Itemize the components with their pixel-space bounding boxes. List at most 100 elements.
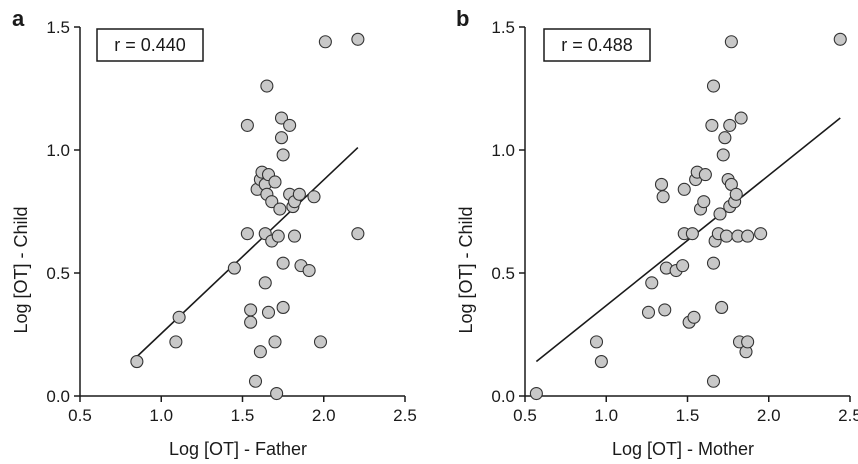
x-tick-label: 2.5	[393, 406, 417, 425]
panel-b: b Log [OT] - Child Log [OT] - Mother r =…	[456, 6, 858, 459]
data-point	[351, 227, 365, 241]
x-tick-label: 1.0	[594, 406, 618, 425]
axes: 0.5 1.0 1.5 2.0 2.50.00.51.01.5	[46, 18, 416, 425]
data-point	[268, 175, 282, 189]
correlation-label: r = 0.488	[561, 35, 633, 55]
data-point	[240, 118, 254, 132]
data-point	[268, 335, 282, 349]
data-point	[244, 315, 258, 329]
x-tick-label: 0.5	[513, 406, 537, 425]
data-point	[723, 118, 737, 132]
y-tick-label: 1.0	[491, 141, 515, 160]
data-point	[227, 261, 241, 275]
data-point	[276, 300, 290, 314]
regression-line	[535, 117, 841, 363]
data-point	[283, 118, 297, 132]
data-point	[654, 177, 669, 191]
data-point	[274, 131, 289, 145]
data-point	[833, 32, 847, 46]
data-point	[271, 229, 285, 243]
x-tick-label: 1.5	[231, 406, 255, 425]
data-point	[706, 256, 721, 270]
data-point	[270, 386, 284, 401]
panel-letter: a	[12, 6, 25, 31]
data-point	[302, 263, 316, 278]
data-point	[244, 303, 258, 317]
y-axis-title: Log [OT] - Child	[456, 206, 476, 333]
data-points	[130, 32, 365, 401]
correlation-label: r = 0.440	[114, 35, 186, 55]
data-point	[276, 256, 290, 270]
data-point	[276, 148, 290, 162]
data-point	[677, 182, 691, 196]
data-point	[274, 111, 289, 125]
x-tick-label: 1.0	[149, 406, 173, 425]
data-point	[719, 229, 734, 243]
data-point	[260, 79, 274, 93]
y-tick-label: 1.5	[46, 18, 70, 37]
x-tick-label: 1.5	[676, 406, 700, 425]
correlation-box	[96, 28, 204, 62]
y-tick-label: 1.0	[46, 141, 70, 160]
data-point	[715, 300, 729, 314]
data-point	[313, 335, 328, 349]
data-point	[287, 229, 302, 243]
data-point	[261, 305, 276, 319]
data-points	[529, 32, 847, 401]
data-point	[713, 207, 727, 221]
regression-line	[136, 146, 359, 358]
x-axis-title: Log [OT] - Mother	[612, 439, 754, 459]
data-point	[589, 335, 604, 349]
data-point	[698, 168, 712, 182]
data-point	[130, 355, 144, 369]
x-tick-label: 2.5	[838, 406, 858, 425]
x-axis-title: Log [OT] - Father	[169, 439, 307, 459]
data-point	[169, 335, 183, 349]
x-tick-label: 2.0	[312, 406, 336, 425]
data-point	[697, 195, 711, 209]
panel-a: a Log [OT] - Child Log [OT] - Father r =…	[11, 6, 417, 459]
axes: 0.5 1.0 1.5 2.0 2.50.00.51.01.5	[491, 18, 858, 425]
data-point	[351, 32, 365, 46]
y-tick-label: 1.5	[491, 18, 515, 37]
correlation-box	[543, 28, 651, 62]
y-tick-label: 0.5	[491, 264, 515, 283]
data-point	[687, 310, 701, 324]
data-point	[729, 187, 743, 201]
data-point	[273, 202, 287, 216]
data-point	[307, 190, 321, 204]
data-point	[253, 345, 267, 359]
data-point	[734, 111, 748, 125]
data-point	[741, 229, 755, 243]
data-point	[240, 227, 254, 241]
data-point	[718, 131, 732, 145]
data-point	[676, 259, 690, 273]
data-point	[658, 303, 672, 317]
y-axis-title: Log [OT] - Child	[11, 206, 31, 333]
panel-letter: b	[456, 6, 469, 31]
data-point	[265, 195, 279, 209]
x-tick-label: 2.0	[757, 406, 781, 425]
data-point	[292, 187, 306, 201]
data-point	[248, 374, 263, 388]
data-point	[716, 148, 730, 162]
data-point	[706, 374, 721, 388]
y-tick-label: 0.0	[46, 387, 70, 406]
data-point	[724, 35, 738, 49]
data-point	[741, 335, 755, 349]
data-point	[645, 276, 659, 290]
data-point	[705, 118, 719, 132]
data-point	[754, 227, 768, 241]
data-point	[685, 227, 699, 241]
data-point	[641, 305, 656, 319]
x-tick-label: 0.5	[68, 406, 92, 425]
data-point	[258, 276, 272, 290]
y-tick-label: 0.5	[46, 264, 70, 283]
data-point	[172, 310, 186, 324]
data-point	[529, 386, 543, 401]
data-point	[706, 79, 721, 93]
data-point	[318, 35, 332, 49]
data-point	[656, 190, 670, 204]
y-tick-label: 0.0	[491, 387, 515, 406]
